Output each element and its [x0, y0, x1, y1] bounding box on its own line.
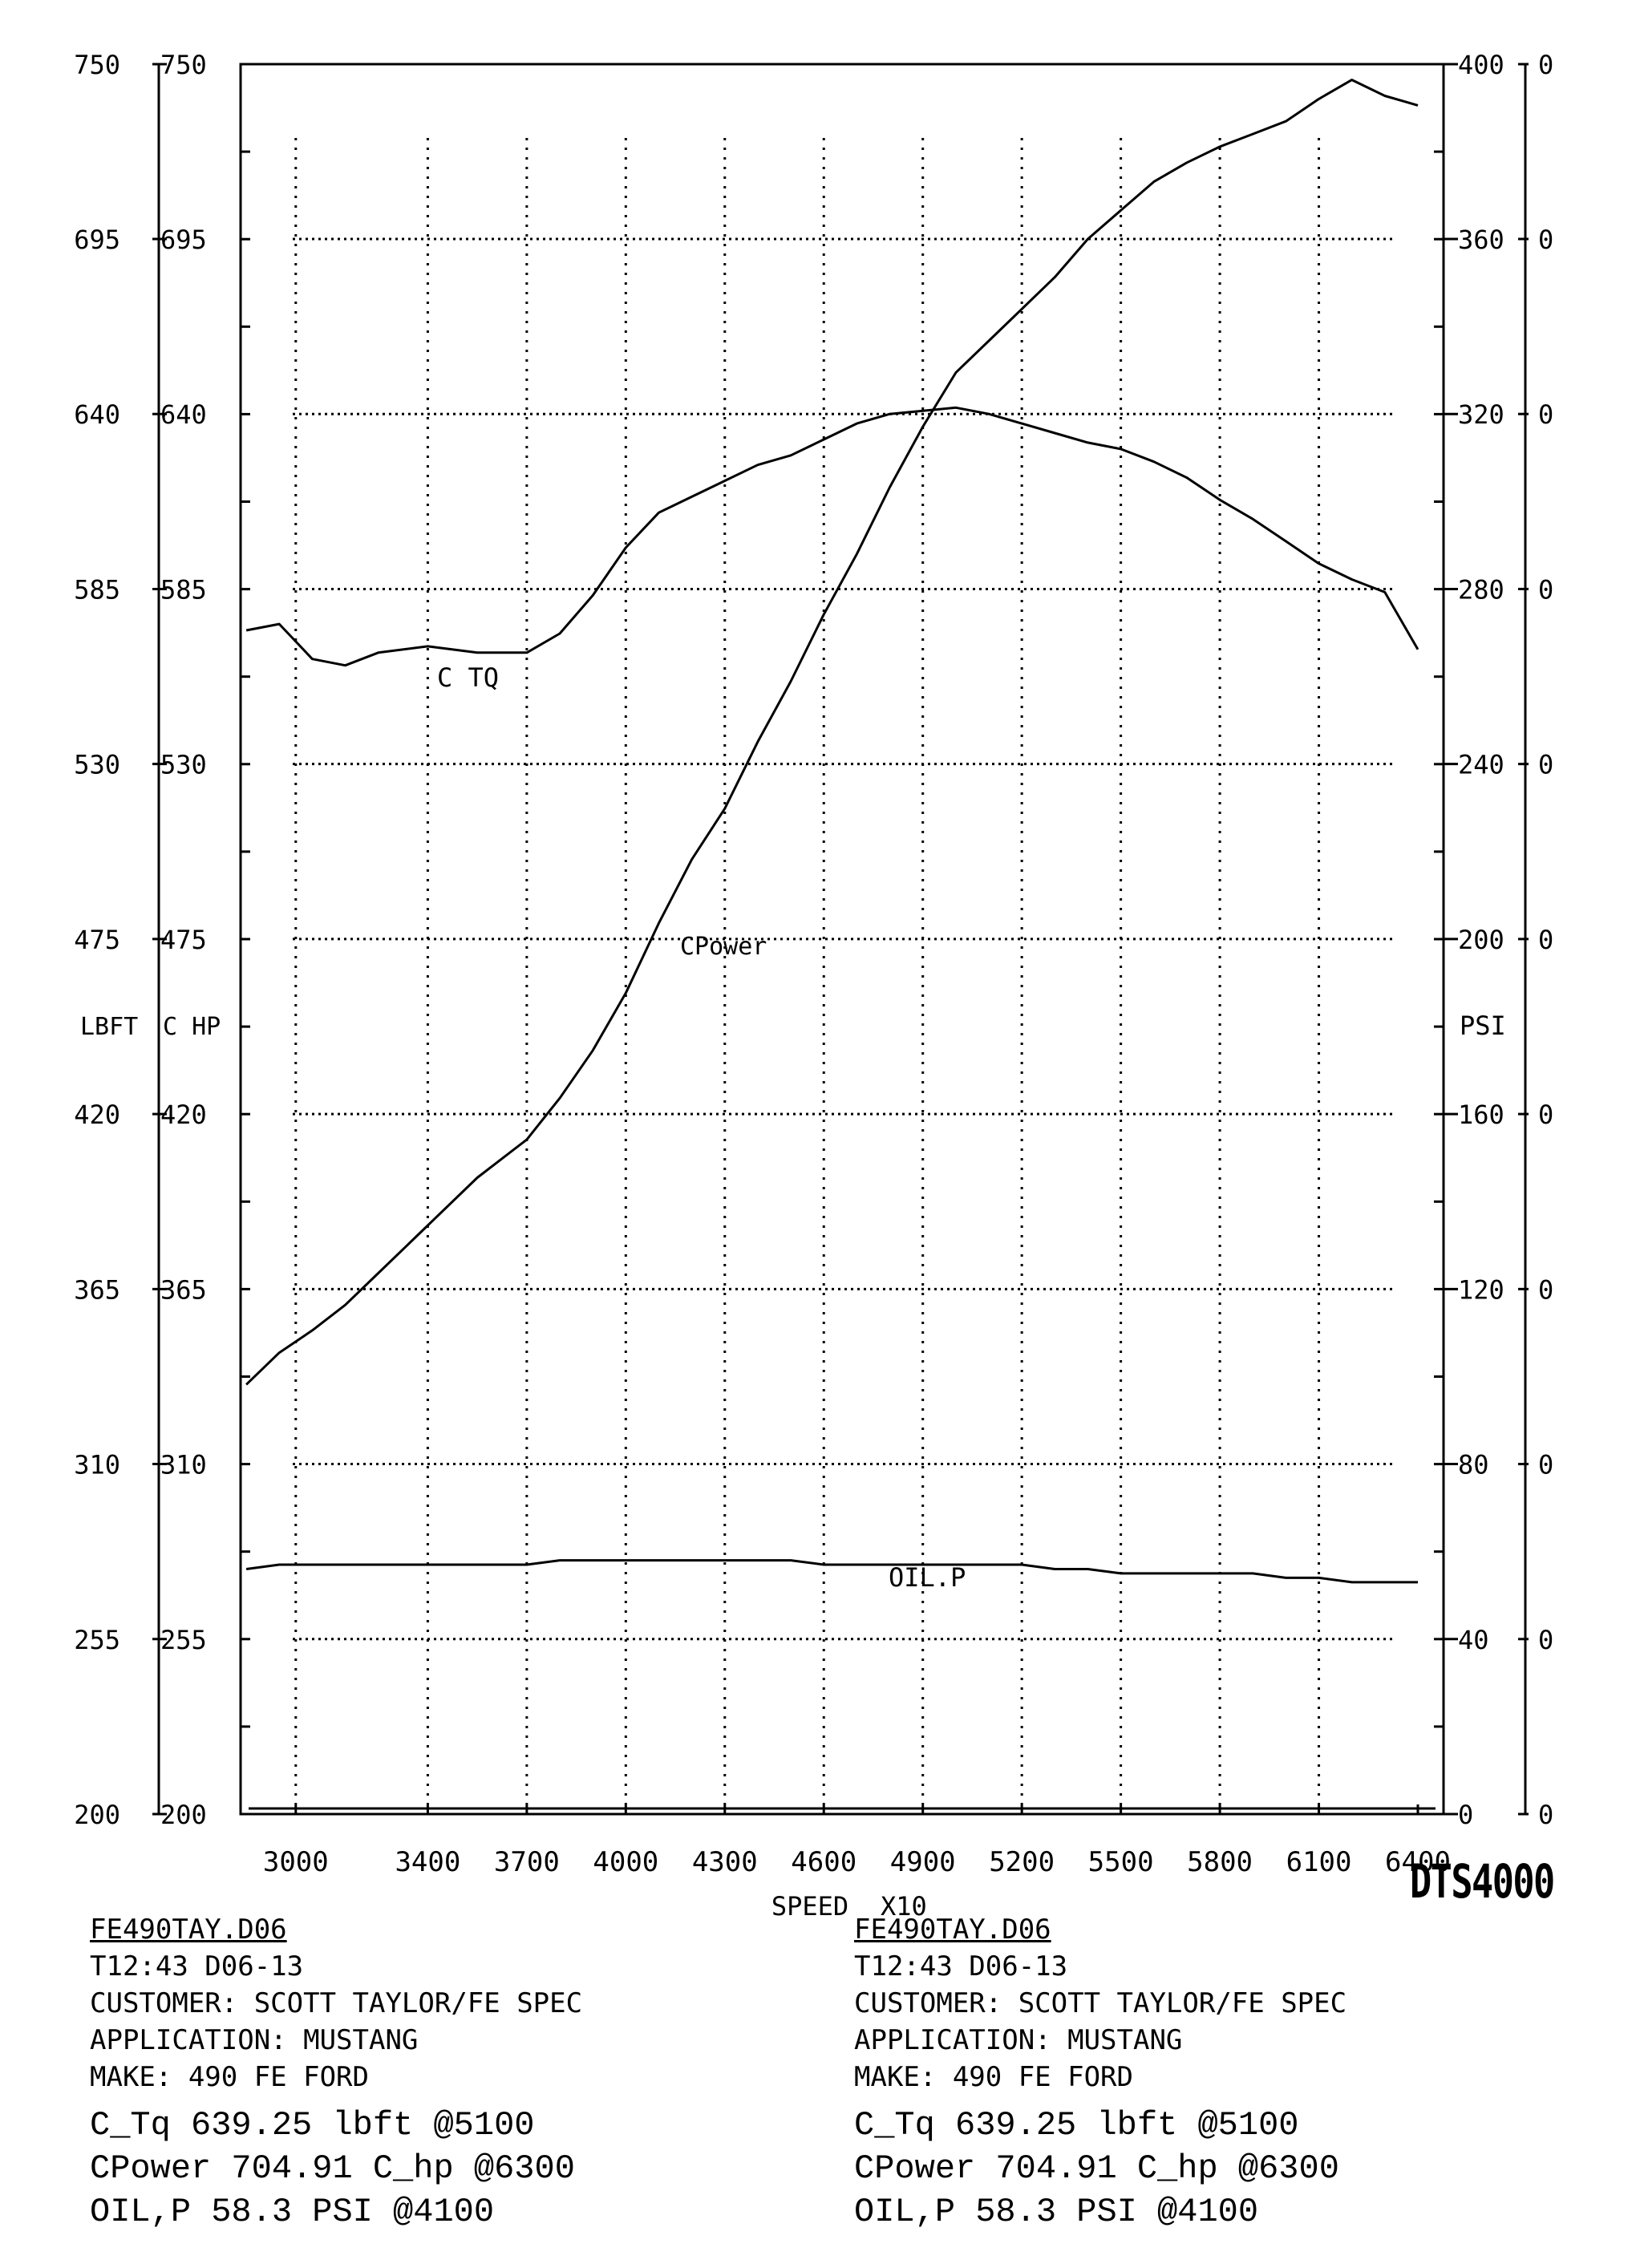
far-right-axis-tick: 0: [1538, 50, 1553, 80]
left-axis-tick-hp: 365: [160, 1274, 207, 1305]
right-axis-tick-psi: 280: [1458, 574, 1504, 605]
left-axis-tick-hp: 255: [160, 1625, 207, 1655]
left-axis-tick-lbft: 530: [74, 750, 120, 780]
left-axis-label-hp: C HP: [163, 1013, 221, 1041]
x-axis-tick-label: 5800: [1187, 1846, 1253, 1878]
left-axis-tick-hp: 585: [160, 574, 207, 605]
info-panel-right: FE490TAY.D06 T12:43 D06-13 CUSTOMER: SCO…: [854, 1911, 1346, 2234]
far-right-axis-tick: 0: [1538, 225, 1553, 255]
x-axis-tick-label: 5500: [1088, 1846, 1154, 1878]
right-axis-tick-psi: 360: [1458, 225, 1504, 255]
series-label-oil: OIL.P: [889, 1562, 966, 1593]
left-axis-tick-lbft: 585: [74, 574, 120, 605]
file-name: FE490TAY.D06: [854, 1914, 1051, 1946]
right-axis-tick-psi: 80: [1458, 1450, 1489, 1480]
right-axis-tick-psi: 320: [1458, 399, 1504, 430]
right-axis-tick-psi: 160: [1458, 1100, 1504, 1130]
far-right-axis-tick: 0: [1538, 1625, 1553, 1655]
far-right-axis-tick: 0: [1538, 750, 1553, 780]
x-axis-tick-label: 4600: [791, 1846, 856, 1878]
left-axis-tick-hp: 640: [160, 399, 207, 430]
x-axis-tick-label: 3000: [263, 1846, 329, 1878]
left-axis-tick-lbft: 420: [74, 1100, 120, 1130]
far-right-axis-tick: 0: [1538, 925, 1553, 955]
left-axis-tick-lbft: 640: [74, 399, 120, 430]
right-axis-label-psi: PSI: [1460, 1010, 1506, 1041]
left-axis-tick-hp: 695: [160, 225, 207, 255]
far-right-axis-tick: 0: [1538, 1274, 1553, 1305]
x-axis-label: SPEED: [771, 1891, 848, 1922]
x-axis-tick-label: 6400: [1385, 1846, 1451, 1878]
right-axis-tick-psi: 120: [1458, 1274, 1504, 1305]
far-right-axis-tick: 0: [1538, 1100, 1553, 1130]
x-axis-label-suffix: X10: [881, 1891, 927, 1922]
far-right-axis-tick: 0: [1538, 1800, 1553, 1830]
left-axis-tick-hp: 750: [160, 50, 207, 80]
far-right-axis-tick: 0: [1538, 1450, 1553, 1480]
x-axis-tick-label: 6100: [1286, 1846, 1352, 1878]
x-axis-tick-label: 3700: [494, 1846, 560, 1878]
left-axis-tick-hp: 200: [160, 1800, 207, 1830]
run-time: T12:43 D06-13: [854, 1950, 1068, 1982]
right-axis-tick-psi: 200: [1458, 925, 1504, 955]
series-label-torque: C TQ: [437, 662, 499, 693]
left-axis-tick-hp: 420: [160, 1100, 207, 1130]
right-axis-tick-psi: 240: [1458, 750, 1504, 780]
result-oil-pressure: OIL,P 58.3 PSI @4100: [90, 2193, 495, 2231]
right-axis-tick-psi: 0: [1458, 1800, 1473, 1830]
series-line-cpower: [245, 79, 1419, 1386]
left-axis-tick-hp: 475: [160, 925, 207, 955]
result-power: CPower 704.91 C_hp @6300: [854, 2149, 1339, 2188]
left-axis-tick-lbft: 695: [74, 225, 120, 255]
left-axis-tick-lbft: 475: [74, 925, 120, 955]
result-torque: C_Tq 639.25 lbft @5100: [90, 2106, 535, 2144]
left-axis-label-lbft: LBFT: [80, 1013, 138, 1041]
customer-line: CUSTOMER: SCOTT TAYLOR/FE SPEC: [90, 1987, 583, 2019]
left-axis-tick-hp: 310: [160, 1450, 207, 1480]
x-axis-tick-label: 4900: [890, 1846, 956, 1878]
right-axis-tick-psi: 400: [1458, 50, 1504, 80]
right-axis-tick-psi: 40: [1458, 1625, 1489, 1655]
result-torque: C_Tq 639.25 lbft @5100: [854, 2106, 1299, 2144]
application-line: APPLICATION: MUSTANG: [854, 2024, 1183, 2056]
left-axis-tick-hp: 530: [160, 750, 207, 780]
result-oil-pressure: OIL,P 58.3 PSI @4100: [854, 2193, 1259, 2231]
dts4000-logo: DTS4000: [1410, 1854, 1555, 1909]
left-axis-tick-lbft: 200: [74, 1800, 120, 1830]
x-axis-tick-label: 3400: [395, 1846, 460, 1878]
info-panel-left: FE490TAY.D06 T12:43 D06-13 CUSTOMER: SCO…: [90, 1911, 582, 2234]
customer-line: CUSTOMER: SCOTT TAYLOR/FE SPEC: [854, 1987, 1347, 2019]
x-axis-tick-label: 4000: [593, 1846, 658, 1878]
left-axis-tick-lbft: 750: [74, 50, 120, 80]
x-axis-tick-label: 4300: [692, 1846, 758, 1878]
series-line-ctq: [245, 406, 1419, 667]
series-label-power: CPower: [680, 933, 767, 961]
make-line: MAKE: 490 FE FORD: [90, 2061, 369, 2093]
make-line: MAKE: 490 FE FORD: [854, 2061, 1133, 2093]
result-power: CPower 704.91 C_hp @6300: [90, 2149, 575, 2188]
left-axis-tick-lbft: 365: [74, 1274, 120, 1305]
application-line: APPLICATION: MUSTANG: [90, 2024, 419, 2056]
x-axis-tick-label: 5200: [989, 1846, 1055, 1878]
left-axis-tick-lbft: 255: [74, 1625, 120, 1655]
far-right-axis-tick: 0: [1538, 399, 1553, 430]
run-time: T12:43 D06-13: [90, 1950, 304, 1982]
far-right-axis-tick: 0: [1538, 574, 1553, 605]
left-axis-tick-lbft: 310: [74, 1450, 120, 1480]
file-name: FE490TAY.D06: [90, 1914, 287, 1946]
series-line-oilp: [245, 1559, 1418, 1584]
